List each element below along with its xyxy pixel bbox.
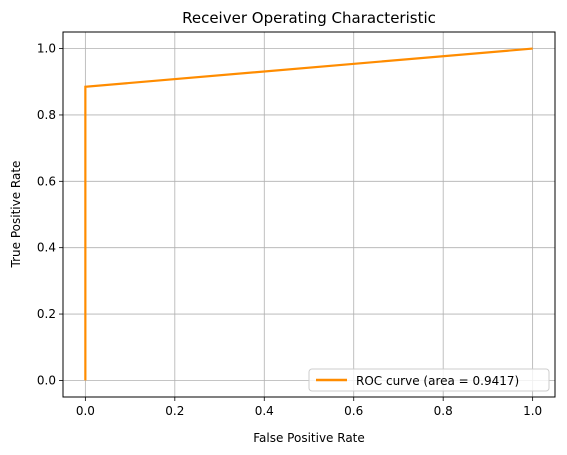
x-tick-label: 0.8	[434, 404, 453, 418]
x-tick-label: 0.0	[76, 404, 95, 418]
y-tick-label: 0.6	[37, 174, 56, 188]
x-axis-label: False Positive Rate	[253, 431, 365, 445]
y-tick-label: 0.4	[37, 241, 56, 255]
x-tick-label: 0.4	[255, 404, 274, 418]
x-tick-label: 1.0	[523, 404, 542, 418]
x-tick-label: 0.6	[344, 404, 363, 418]
legend-label: ROC curve (area = 0.9417)	[356, 374, 519, 388]
series-layer	[84, 47, 533, 381]
plot-area	[62, 31, 556, 398]
x-tick-label: 0.2	[165, 404, 184, 418]
legend-box	[308, 368, 550, 392]
y-tick-label: 0.2	[37, 307, 56, 321]
legend: ROC curve (area = 0.9417)	[308, 368, 550, 392]
x-axis-ticks: 0.0 0.2 0.4 0.6 0.8 1.0	[76, 397, 542, 418]
y-tick-label: 0.0	[37, 373, 56, 387]
y-tick-label: 0.8	[37, 108, 56, 122]
chart-title: Receiver Operating Characteristic	[182, 9, 436, 27]
y-tick-label: 1.0	[37, 42, 56, 56]
grid-lines	[63, 32, 555, 397]
y-axis-label: True Positive Rate	[9, 161, 23, 269]
roc-curve-line	[84, 47, 533, 381]
y-axis-ticks: 0.0 0.2 0.4 0.6 0.8 1.0	[37, 42, 63, 387]
